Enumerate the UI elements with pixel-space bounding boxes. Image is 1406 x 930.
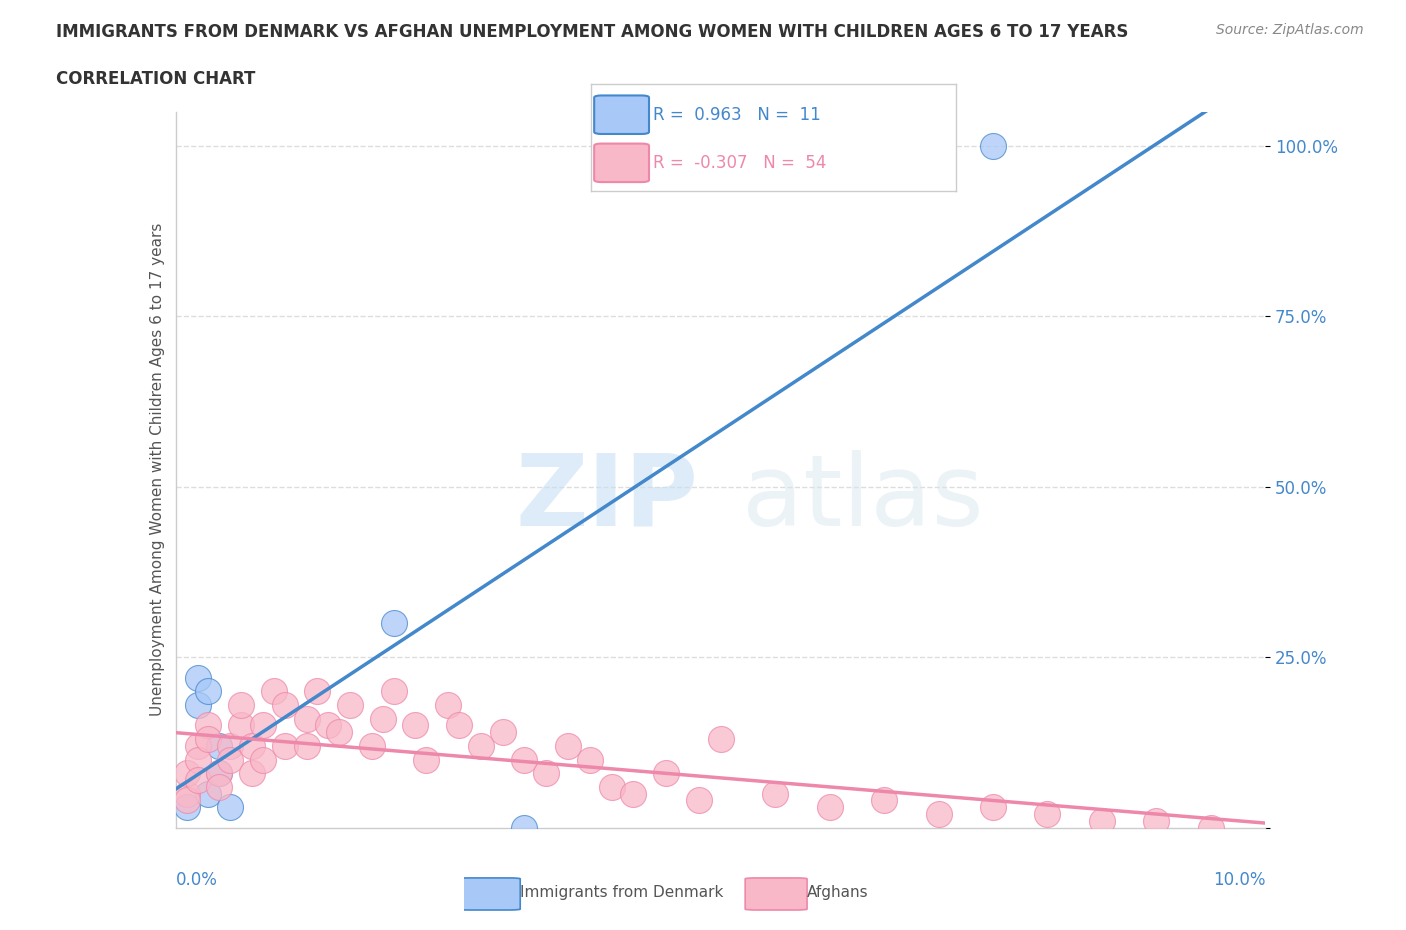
Point xyxy=(513,820,536,835)
Point xyxy=(240,765,263,780)
Point xyxy=(339,698,361,712)
Point xyxy=(415,752,437,767)
Point xyxy=(873,793,896,808)
Point xyxy=(1091,814,1114,829)
Point xyxy=(231,718,253,733)
FancyBboxPatch shape xyxy=(595,143,650,182)
Point xyxy=(621,786,644,801)
Point xyxy=(295,711,318,726)
Point xyxy=(928,806,950,821)
Point xyxy=(981,139,1004,153)
Text: Source: ZipAtlas.com: Source: ZipAtlas.com xyxy=(1216,23,1364,37)
Point xyxy=(197,732,219,747)
Text: Immigrants from Denmark: Immigrants from Denmark xyxy=(520,885,724,900)
FancyBboxPatch shape xyxy=(745,878,807,910)
Point xyxy=(1199,820,1222,835)
Point xyxy=(763,786,786,801)
Point xyxy=(382,616,405,631)
Point xyxy=(688,793,710,808)
Point xyxy=(219,752,242,767)
Text: Afghans: Afghans xyxy=(807,885,869,900)
Point xyxy=(197,718,219,733)
Y-axis label: Unemployment Among Women with Children Ages 6 to 17 years: Unemployment Among Women with Children A… xyxy=(149,223,165,716)
Point xyxy=(655,765,678,780)
FancyBboxPatch shape xyxy=(595,96,650,134)
Point xyxy=(557,738,579,753)
Point xyxy=(186,738,209,753)
FancyBboxPatch shape xyxy=(458,878,520,910)
Point xyxy=(186,773,209,788)
Point xyxy=(600,779,623,794)
Point xyxy=(371,711,394,726)
Text: R =  0.963   N =  11: R = 0.963 N = 11 xyxy=(652,106,821,124)
Point xyxy=(492,724,515,739)
Point xyxy=(186,671,209,685)
Point xyxy=(437,698,460,712)
Text: 10.0%: 10.0% xyxy=(1213,870,1265,889)
Point xyxy=(186,698,209,712)
Point xyxy=(274,698,297,712)
Point xyxy=(252,752,274,767)
Point xyxy=(186,752,209,767)
Text: R =  -0.307   N =  54: R = -0.307 N = 54 xyxy=(652,153,827,172)
Point xyxy=(513,752,536,767)
Point xyxy=(208,738,231,753)
Point xyxy=(176,765,198,780)
Point xyxy=(240,738,263,753)
Point xyxy=(328,724,350,739)
Point xyxy=(197,684,219,698)
Point xyxy=(263,684,285,698)
Point xyxy=(219,738,242,753)
Point xyxy=(470,738,492,753)
Text: CORRELATION CHART: CORRELATION CHART xyxy=(56,70,256,87)
Point xyxy=(295,738,318,753)
Point xyxy=(1144,814,1167,829)
Text: ZIP: ZIP xyxy=(516,450,699,547)
Point xyxy=(176,786,198,801)
Point xyxy=(579,752,602,767)
Point xyxy=(710,732,733,747)
Point xyxy=(1036,806,1059,821)
Text: IMMIGRANTS FROM DENMARK VS AFGHAN UNEMPLOYMENT AMONG WOMEN WITH CHILDREN AGES 6 : IMMIGRANTS FROM DENMARK VS AFGHAN UNEMPL… xyxy=(56,23,1129,41)
Text: 0.0%: 0.0% xyxy=(176,870,218,889)
Point xyxy=(176,800,198,815)
Point xyxy=(208,765,231,780)
Point xyxy=(208,779,231,794)
Point xyxy=(307,684,329,698)
Point xyxy=(318,718,340,733)
Point xyxy=(360,738,382,753)
Point xyxy=(252,718,274,733)
Point xyxy=(231,698,253,712)
Point xyxy=(176,793,198,808)
Point xyxy=(405,718,427,733)
Point xyxy=(208,765,231,780)
Point xyxy=(818,800,841,815)
Point xyxy=(534,765,557,780)
Point xyxy=(274,738,297,753)
Point xyxy=(981,800,1004,815)
Point xyxy=(197,786,219,801)
Text: atlas: atlas xyxy=(742,450,984,547)
Point xyxy=(447,718,470,733)
Point xyxy=(382,684,405,698)
Point xyxy=(219,800,242,815)
